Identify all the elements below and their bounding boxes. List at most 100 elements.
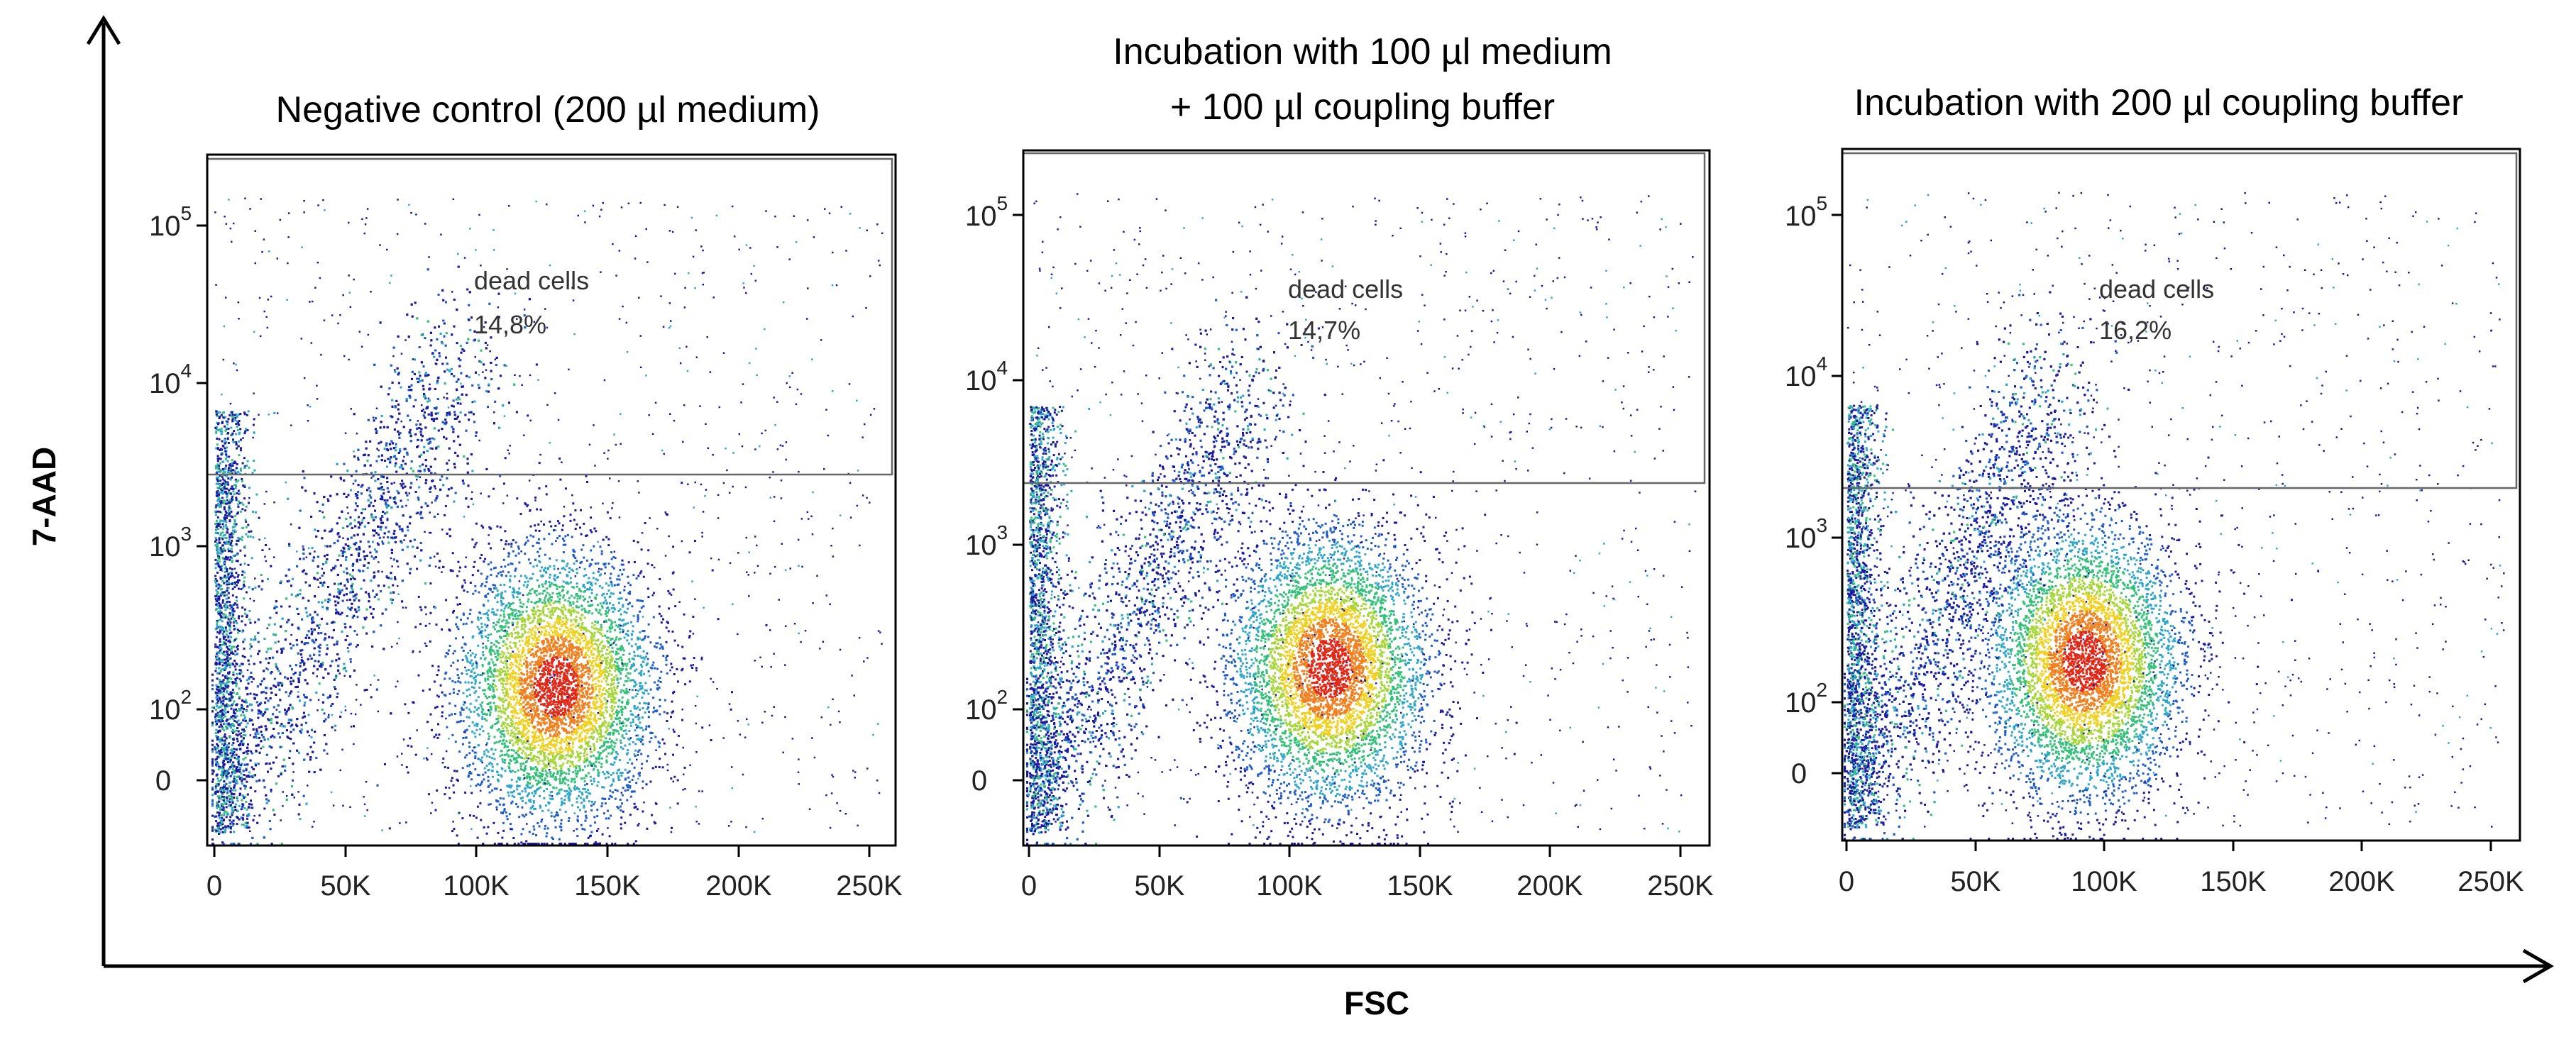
event-dot: [575, 657, 577, 659]
event-dot: [642, 707, 644, 709]
event-dot: [576, 619, 578, 621]
event-dot: [585, 647, 588, 649]
event-dot: [593, 572, 595, 574]
event-dot: [486, 742, 488, 744]
event-dot: [593, 778, 595, 780]
event-dot: [570, 577, 572, 580]
event-dot: [590, 715, 592, 717]
event-dot: [539, 687, 541, 689]
event-dot: [599, 575, 601, 577]
event-dot: [524, 711, 527, 714]
event-dot: [616, 709, 618, 711]
event-dot: [579, 595, 581, 597]
event-dot: [525, 638, 527, 640]
event-dot: [637, 541, 639, 543]
event-dot: [572, 741, 574, 743]
event-dot: [637, 754, 639, 756]
event-dot: [635, 708, 637, 710]
event-dot: [510, 664, 512, 666]
event-dot: [519, 763, 522, 765]
event-dot: [456, 721, 458, 724]
event-dot: [593, 712, 595, 714]
event-dot: [517, 615, 519, 617]
event-dot: [684, 683, 686, 685]
event-dot: [477, 626, 479, 628]
event-dot: [473, 687, 475, 689]
event-dot: [609, 670, 611, 672]
event-dot: [488, 495, 490, 497]
event-dot: [509, 586, 511, 588]
event-dot: [567, 655, 569, 657]
event-dot: [501, 743, 503, 745]
event-dot: [565, 779, 567, 781]
event-dot: [564, 599, 566, 602]
event-dot: [612, 611, 615, 613]
event-dot: [653, 592, 655, 594]
event-dot: [434, 681, 436, 683]
event-dot: [588, 673, 590, 675]
event-dot: [522, 702, 524, 704]
event-dot: [462, 767, 464, 769]
event-dot: [576, 751, 578, 753]
event-dot: [528, 776, 530, 778]
panel-1-title: Negative control (200 µl medium): [276, 89, 820, 131]
event-dot: [629, 785, 632, 787]
event-dot: [517, 596, 519, 598]
event-dot: [440, 684, 442, 687]
event-dot: [588, 709, 590, 711]
event-dot: [594, 632, 596, 634]
event-dot: [522, 611, 524, 613]
event-dot: [586, 654, 588, 656]
event-dot: [463, 580, 466, 582]
event-dot: [543, 655, 545, 657]
event-dot: [660, 615, 662, 617]
event-dot: [600, 545, 602, 548]
event-dot: [496, 575, 498, 577]
event-dot: [510, 603, 512, 605]
event-dot: [643, 656, 645, 658]
event-dot: [610, 517, 612, 519]
event-dot: [518, 650, 520, 653]
event-dot: [595, 640, 597, 642]
event-dot: [546, 738, 548, 740]
event-dot: [662, 738, 664, 741]
event-dot: [586, 660, 588, 663]
event-dot: [538, 542, 540, 544]
event-dot: [460, 714, 462, 716]
event-dot: [659, 613, 661, 615]
event-dot: [637, 808, 639, 810]
event-dot: [456, 770, 458, 772]
event-dot: [512, 602, 514, 604]
event-dot: [546, 493, 548, 495]
event-dot: [620, 827, 622, 829]
event-dot: [586, 560, 588, 562]
event-dot: [634, 750, 637, 752]
event-dot: [621, 659, 623, 661]
event-dot: [642, 743, 644, 746]
event-dot: [463, 720, 465, 722]
event-dot: [534, 675, 536, 677]
event-dot: [473, 815, 475, 817]
event-dot: [658, 680, 660, 682]
event-dot: [466, 707, 468, 709]
event-dot: [619, 722, 621, 724]
event-dot: [552, 798, 554, 800]
event-dot: [627, 635, 629, 637]
event-dot: [516, 699, 518, 701]
event-dot: [629, 653, 631, 655]
event-dot: [463, 650, 465, 652]
event-dot: [647, 706, 649, 709]
event-dot: [497, 650, 499, 652]
event-dot: [623, 730, 625, 732]
event-dot: [522, 714, 524, 716]
event-dot: [672, 754, 674, 756]
event-dot: [478, 592, 480, 594]
event-dot: [556, 723, 558, 725]
event-dot: [603, 773, 605, 775]
event-dot: [546, 699, 548, 702]
event-dot: [624, 777, 627, 780]
event-dot: [590, 550, 592, 552]
event-dot: [626, 703, 628, 705]
event-dot: [562, 524, 564, 526]
event-dot: [624, 822, 626, 824]
